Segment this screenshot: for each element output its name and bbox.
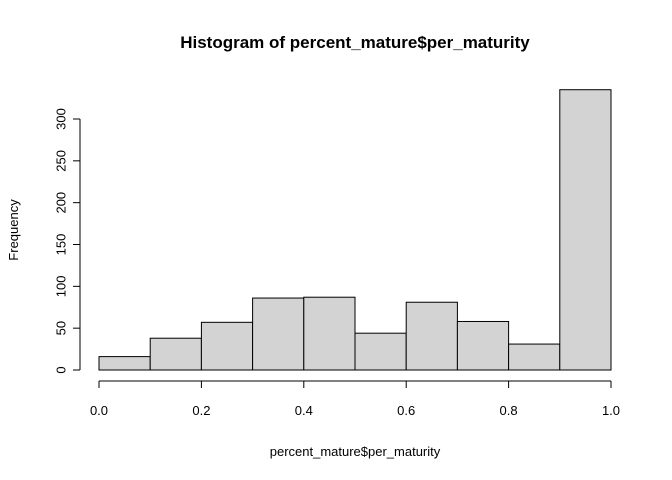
y-tick-label-3: 150 — [53, 234, 68, 256]
y-axis-label: Frequency — [6, 199, 21, 261]
x-tick-label-5: 1.0 — [602, 403, 620, 418]
histogram-bar-3 — [252, 297, 305, 371]
y-tick-label-1: 50 — [53, 321, 68, 335]
x-tick-label-3: 0.6 — [397, 403, 415, 418]
y-tick-label-2: 100 — [53, 275, 68, 297]
histogram-bar-0 — [98, 356, 151, 371]
x-tick-label-0: 0.0 — [90, 403, 108, 418]
y-tick-label-4: 200 — [53, 192, 68, 214]
y-tick-label-6: 300 — [53, 108, 68, 130]
x-tick-label-2: 0.4 — [295, 403, 313, 418]
x-axis-label: percent_mature$per_maturity — [270, 444, 441, 459]
histogram-bar-8 — [508, 343, 561, 371]
histogram-bar-1 — [149, 337, 202, 371]
histogram-bar-2 — [200, 321, 254, 371]
histogram-bar-4 — [303, 296, 356, 371]
y-axis: 0 50 100 150 200 250 300 — [53, 108, 81, 374]
histogram-bar-5 — [354, 332, 407, 371]
chart-title: Histogram of percent_mature$per_maturity — [180, 33, 530, 52]
x-tick-label-4: 0.8 — [500, 403, 518, 418]
histogram-bar-7 — [456, 320, 510, 371]
histogram-bar-9 — [559, 89, 612, 371]
y-tick-label-0: 0 — [53, 366, 68, 373]
x-axis: 0.0 0.2 0.4 0.6 0.8 1.0 — [90, 380, 620, 418]
histogram-bar-6 — [405, 301, 458, 371]
y-tick-label-5: 250 — [53, 150, 68, 172]
x-tick-label-1: 0.2 — [192, 403, 210, 418]
bars-group — [98, 89, 612, 371]
